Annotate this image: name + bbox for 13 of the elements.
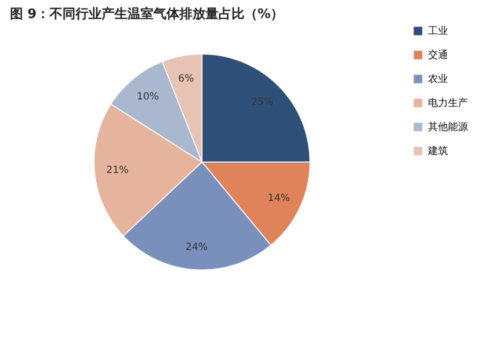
- data-label: 24%: [186, 242, 208, 253]
- data-label: 14%: [268, 193, 290, 204]
- data-label: 10%: [136, 92, 159, 103]
- legend-label: 建筑: [427, 145, 448, 157]
- legend-label: 农业: [428, 73, 448, 85]
- data-label: 21%: [106, 165, 128, 176]
- legend-label: 交通: [428, 49, 448, 61]
- data-label: 6%: [178, 74, 194, 85]
- legend-label: 工业: [428, 25, 448, 37]
- chart-title: 图 9：不同行业产生温室气体排放量占比（%）: [10, 6, 284, 22]
- legend-label: 电力生产: [428, 97, 468, 109]
- legend-label: 其他能源: [428, 121, 468, 133]
- data-label: 25%: [250, 96, 274, 108]
